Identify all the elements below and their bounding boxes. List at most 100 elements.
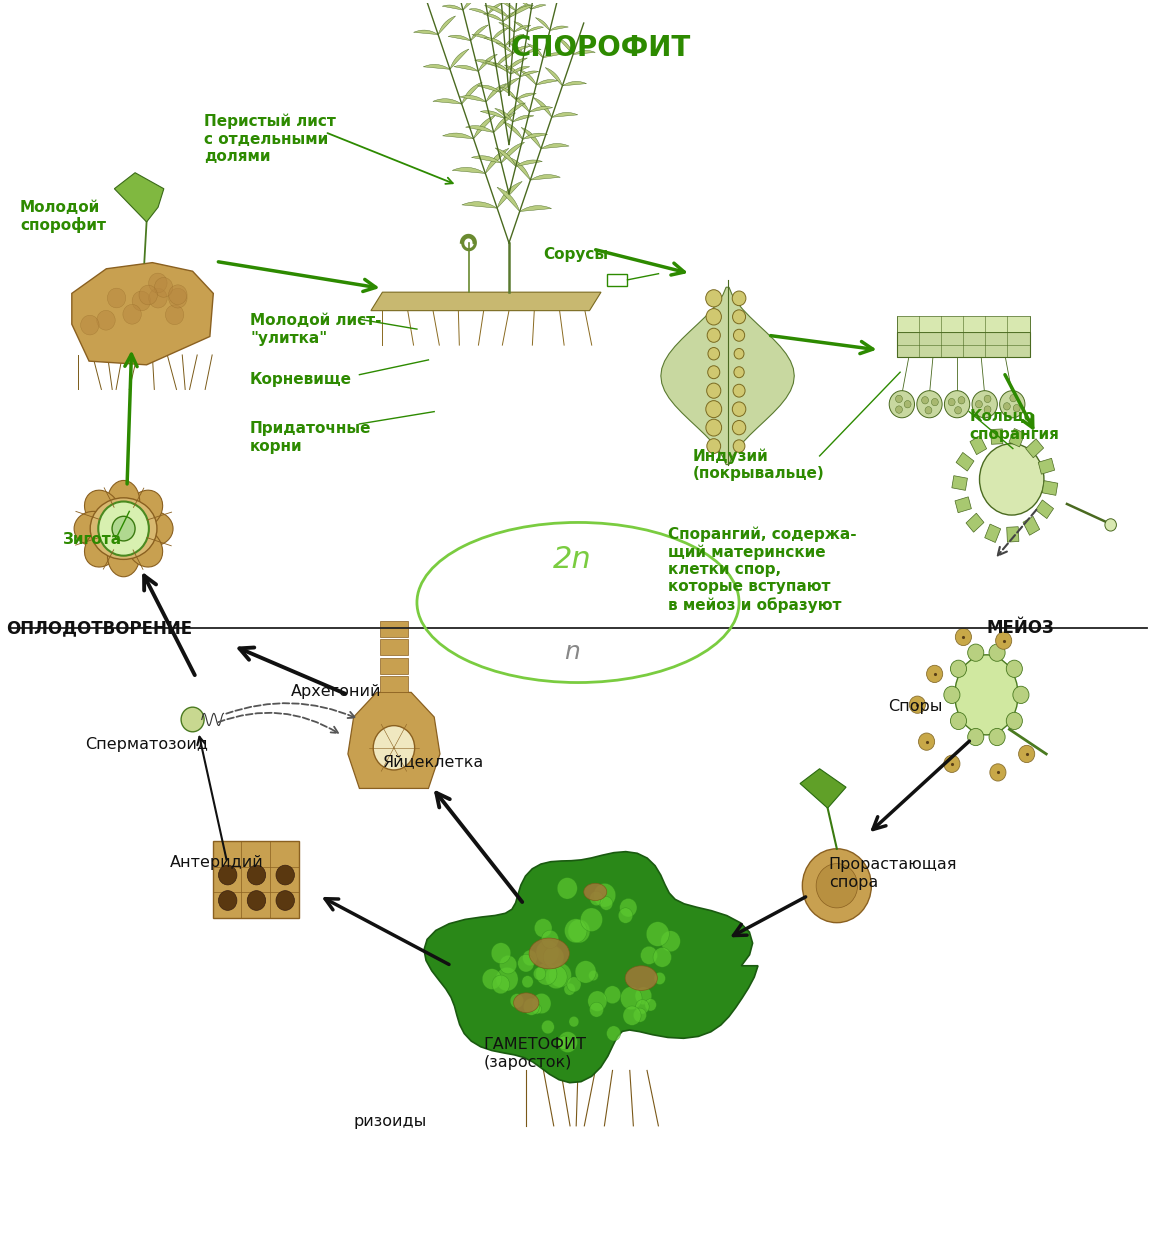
Circle shape [1105, 518, 1117, 531]
Bar [380, 640, 408, 656]
Circle shape [948, 398, 955, 406]
Circle shape [646, 922, 669, 946]
Circle shape [482, 969, 502, 990]
Circle shape [904, 401, 911, 408]
Polygon shape [494, 63, 511, 74]
Polygon shape [527, 43, 543, 58]
Polygon shape [454, 66, 479, 72]
Polygon shape [531, 174, 561, 181]
Ellipse shape [108, 480, 140, 522]
Bar [380, 658, 408, 674]
Ellipse shape [979, 444, 1044, 515]
Circle shape [943, 756, 959, 772]
Polygon shape [546, 68, 562, 85]
Circle shape [132, 291, 150, 310]
Polygon shape [502, 2, 516, 11]
Polygon shape [503, 10, 521, 21]
Polygon shape [469, 9, 488, 15]
Circle shape [1000, 391, 1025, 418]
Circle shape [496, 967, 518, 991]
Polygon shape [497, 182, 523, 208]
Text: Молодой
спорофит: Молодой спорофит [20, 200, 106, 234]
Circle shape [921, 397, 928, 404]
Bar [1009, 428, 1025, 447]
Polygon shape [432, 99, 461, 104]
Polygon shape [477, 85, 501, 93]
Polygon shape [521, 127, 541, 148]
Circle shape [564, 983, 576, 996]
Circle shape [557, 877, 577, 899]
Circle shape [491, 943, 511, 964]
Polygon shape [501, 78, 520, 93]
Polygon shape [519, 0, 532, 9]
Circle shape [541, 1021, 554, 1034]
Circle shape [1006, 661, 1022, 678]
Circle shape [532, 1004, 541, 1014]
Polygon shape [371, 292, 601, 310]
Bar [1007, 527, 1018, 542]
Bar [955, 497, 971, 512]
Text: Архегоний: Архегоний [290, 684, 380, 699]
Ellipse shape [84, 490, 120, 528]
Polygon shape [480, 110, 505, 119]
Circle shape [917, 391, 942, 418]
Polygon shape [474, 115, 496, 139]
Text: Антеридий: Антеридий [170, 855, 264, 870]
Ellipse shape [955, 654, 1018, 735]
Circle shape [98, 501, 149, 555]
Polygon shape [414, 30, 438, 35]
Circle shape [1013, 687, 1029, 704]
Circle shape [943, 687, 959, 704]
Polygon shape [114, 173, 164, 221]
Bar [1036, 500, 1053, 518]
Circle shape [521, 976, 533, 988]
Polygon shape [423, 64, 450, 69]
Circle shape [576, 961, 596, 983]
Circle shape [706, 401, 721, 418]
Polygon shape [800, 768, 846, 808]
Circle shape [1018, 746, 1035, 762]
Circle shape [492, 975, 510, 993]
Polygon shape [464, 0, 480, 10]
Circle shape [564, 919, 587, 943]
Polygon shape [520, 71, 539, 77]
Polygon shape [536, 79, 558, 85]
Circle shape [734, 366, 744, 377]
Polygon shape [496, 53, 514, 67]
Circle shape [593, 883, 616, 907]
Polygon shape [519, 69, 536, 85]
Circle shape [523, 950, 538, 966]
Bar [1038, 458, 1054, 474]
Circle shape [580, 908, 602, 931]
Text: ОПЛОДОТВОРЕНИЕ: ОПЛОДОТВОРЕНИЕ [6, 620, 192, 637]
Polygon shape [520, 205, 551, 212]
Circle shape [557, 1035, 570, 1050]
Circle shape [81, 315, 99, 335]
Circle shape [636, 999, 650, 1014]
Circle shape [549, 964, 571, 987]
Circle shape [733, 385, 746, 397]
Circle shape [932, 398, 939, 406]
Circle shape [524, 998, 540, 1016]
Polygon shape [472, 156, 502, 163]
Circle shape [165, 304, 184, 324]
Circle shape [534, 919, 553, 938]
Text: Молодой лист-
"улитка": Молодой лист- "улитка" [250, 313, 381, 345]
Text: ризоиды: ризоиды [354, 1113, 427, 1128]
Circle shape [535, 962, 557, 985]
Polygon shape [524, 48, 541, 54]
Circle shape [536, 940, 560, 965]
Circle shape [707, 366, 720, 379]
Circle shape [816, 863, 858, 908]
Circle shape [510, 993, 524, 1008]
Polygon shape [502, 142, 525, 163]
Circle shape [633, 1008, 646, 1022]
Circle shape [1014, 404, 1020, 412]
Circle shape [623, 1006, 642, 1025]
Circle shape [950, 661, 966, 678]
Polygon shape [661, 287, 794, 465]
Polygon shape [504, 66, 520, 77]
Circle shape [169, 288, 187, 308]
Circle shape [566, 977, 581, 992]
Text: 2n: 2n [553, 544, 592, 574]
